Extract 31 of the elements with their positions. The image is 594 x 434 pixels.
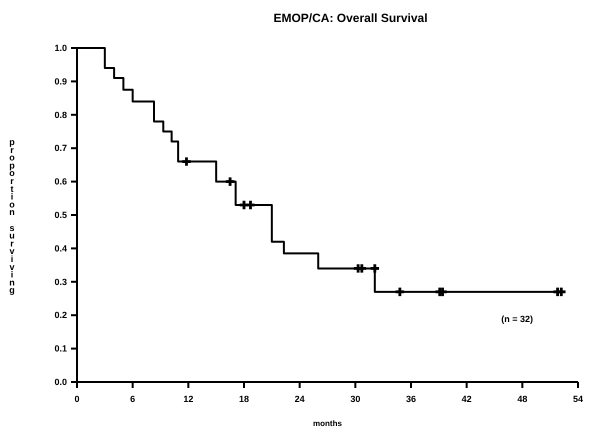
point [438,288,447,296]
point [396,288,404,296]
x-tick-label: 6 [130,394,136,404]
x-tick-label: 18 [238,394,250,404]
x-tick-label: 36 [406,394,416,404]
y-tick-label: 0.6 [54,176,67,187]
x-tick-label: 30 [350,394,360,404]
y-tick-label: 0.7 [54,143,67,154]
y-tick-label: 0.0 [54,377,67,387]
y-tick-label: 0.4 [54,243,67,254]
y-tick-label: 0.9 [54,76,67,86]
y-tick-label: 0.1 [54,344,67,354]
y-tick-label: 0.5 [54,210,67,220]
text: proportion surviving [9,137,15,296]
point [370,264,380,273]
point [182,157,191,166]
x-tick-label: 54 [572,394,584,404]
x-tick-label: 42 [462,394,472,404]
point [246,200,255,210]
chart-title: EMOP/CA: Overall Survival [273,11,428,25]
x-tick-label: 48 [517,394,528,404]
annotation: (n = 32) [501,314,533,324]
y-tick-label: 0.8 [54,110,67,120]
x-tick-label: 24 [294,394,305,404]
x-tick-label: 0 [74,394,80,404]
point [226,177,234,186]
y-tick-label: 0.3 [54,276,67,287]
x-tick-label: 12 [183,394,194,404]
x-axis-title: months [313,419,342,428]
y-tick-label: 1.0 [54,43,67,53]
y-tick-label: 0.2 [54,310,67,320]
